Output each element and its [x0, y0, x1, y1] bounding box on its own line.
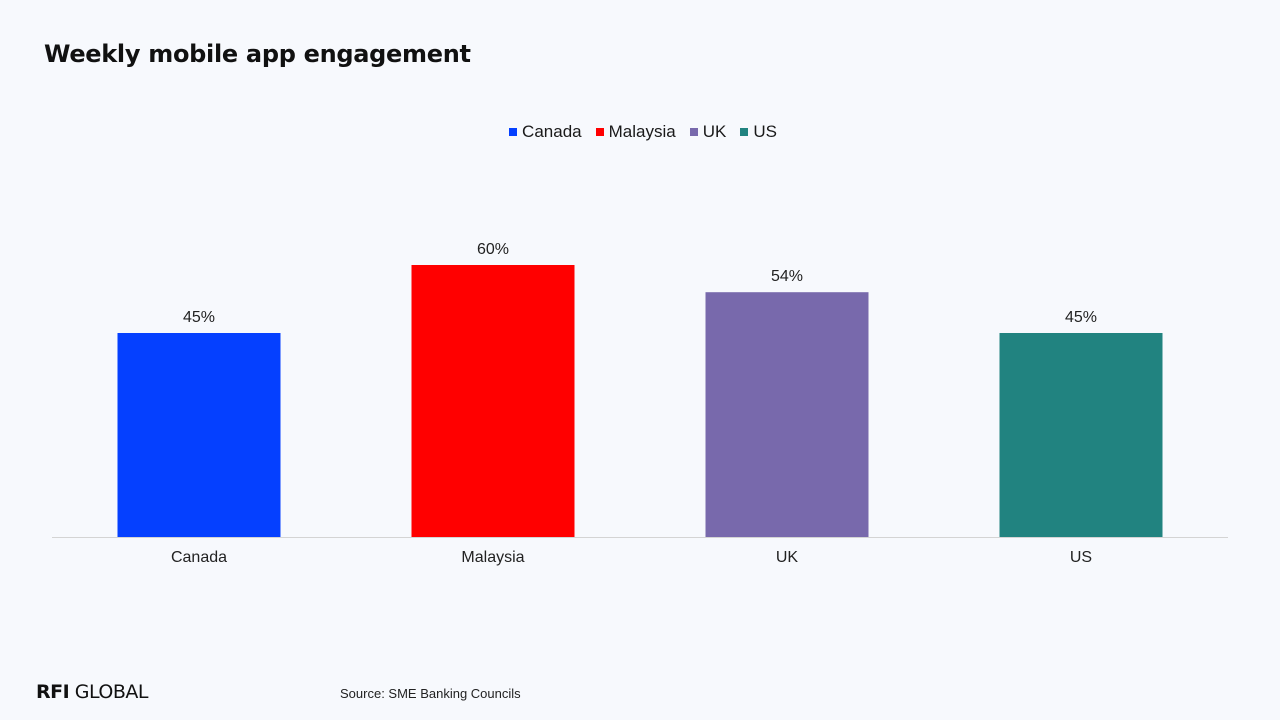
bar-malaysia — [411, 265, 575, 537]
bar-uk — [705, 292, 869, 537]
chart-title: Weekly mobile app engagement — [44, 40, 471, 68]
legend-label-canada: Canada — [522, 122, 582, 141]
legend-label-uk: UK — [702, 122, 727, 141]
legend-label-malaysia: Malaysia — [608, 122, 676, 141]
x-tick-label-us: US — [1070, 549, 1092, 566]
legend-swatch-malaysia — [595, 128, 604, 136]
data-label-uk: 54% — [771, 268, 803, 285]
logo-rest-text: GLOBAL — [69, 681, 149, 703]
legend-label-us: US — [753, 122, 777, 141]
legend-item-us: US — [740, 122, 777, 142]
legend-swatch-canada — [509, 128, 518, 136]
rfi-global-logo: RFI GLOBAL — [36, 681, 148, 703]
x-tick-label-uk: UK — [776, 549, 799, 566]
legend-item-malaysia: Malaysia — [595, 122, 676, 142]
data-label-malaysia: 60% — [477, 241, 509, 258]
chart-legend: Canada Malaysia UK US — [0, 122, 1280, 142]
data-label-canada: 45% — [183, 309, 215, 326]
legend-swatch-uk — [689, 128, 698, 136]
x-tick-label-malaysia: Malaysia — [461, 549, 524, 566]
x-tick-label-canada: Canada — [171, 549, 227, 566]
legend-item-uk: UK — [689, 122, 727, 142]
bar-us — [999, 333, 1163, 537]
logo-bold-text: RFI — [36, 681, 70, 703]
data-label-us: 45% — [1065, 309, 1097, 326]
legend-swatch-us — [740, 128, 749, 136]
bar-canada — [117, 333, 281, 537]
legend-item-canada: Canada — [509, 122, 582, 142]
source-note: Source: SME Banking Councils — [340, 686, 521, 701]
